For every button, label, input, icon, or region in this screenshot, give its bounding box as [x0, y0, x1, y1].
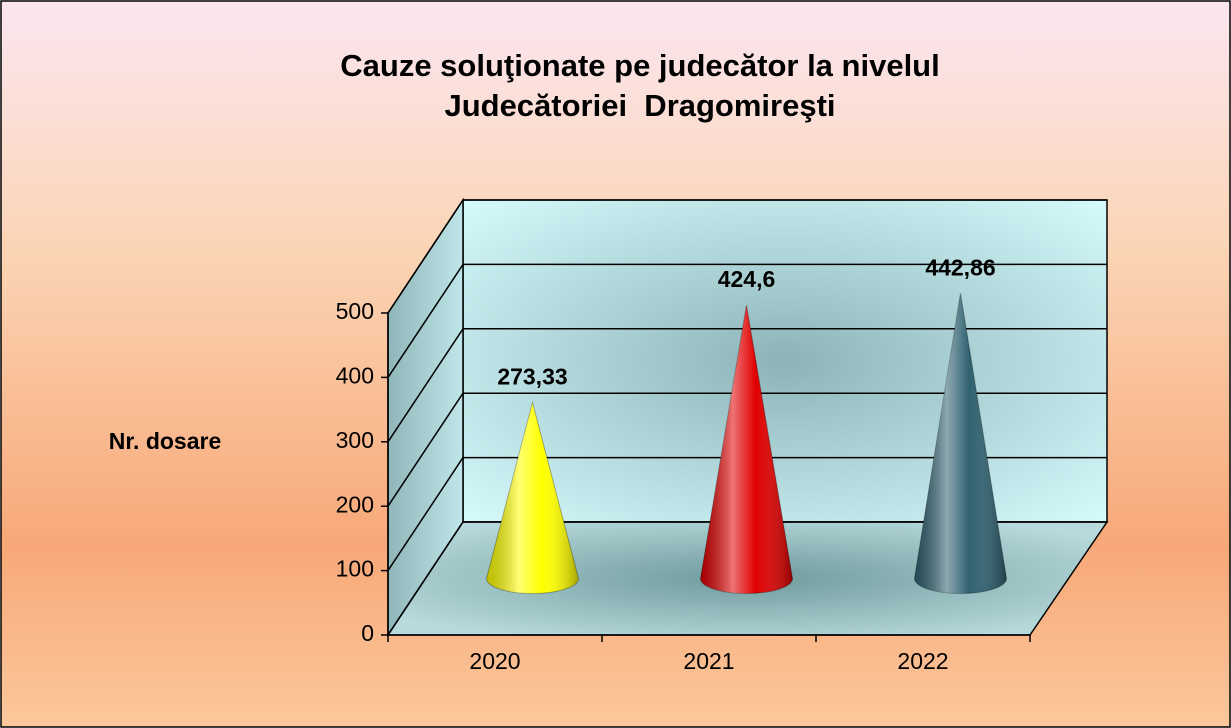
grid-line [387, 392, 464, 507]
y-tick-label: 400 [336, 362, 374, 388]
x-tick-label: 2021 [683, 648, 734, 674]
cone-shade [700, 305, 793, 594]
y-tick-label: 0 [361, 620, 374, 646]
cone-shade [914, 293, 1007, 594]
data-label: 442,86 [925, 254, 995, 280]
grid-line [387, 199, 464, 314]
chart-title: Judecătoriei Dragomireşti [444, 88, 835, 123]
data-label: 424,6 [718, 266, 776, 292]
y-axis-label: Nr. dosare [109, 428, 222, 454]
y-tick-label: 100 [336, 556, 374, 582]
y-tick-label: 200 [336, 491, 374, 517]
y-tick-label: 500 [336, 298, 374, 324]
grid-line [387, 263, 464, 378]
x-tick-label: 2020 [469, 648, 520, 674]
back-wall [462, 199, 1108, 523]
chart-title: Cauze soluţionate pe judecător la nivelu… [340, 48, 939, 83]
x-tick-label: 2022 [897, 648, 948, 674]
cone-shade [486, 402, 579, 594]
grid-line [387, 457, 464, 572]
grid-line [387, 328, 464, 443]
y-tick-label: 300 [336, 427, 374, 453]
grid-line [387, 521, 464, 636]
data-label: 273,33 [497, 364, 567, 390]
